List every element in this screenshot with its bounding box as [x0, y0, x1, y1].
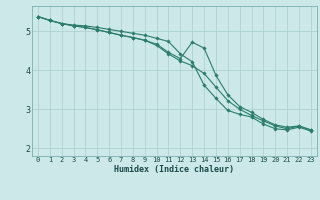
- X-axis label: Humidex (Indice chaleur): Humidex (Indice chaleur): [115, 165, 234, 174]
